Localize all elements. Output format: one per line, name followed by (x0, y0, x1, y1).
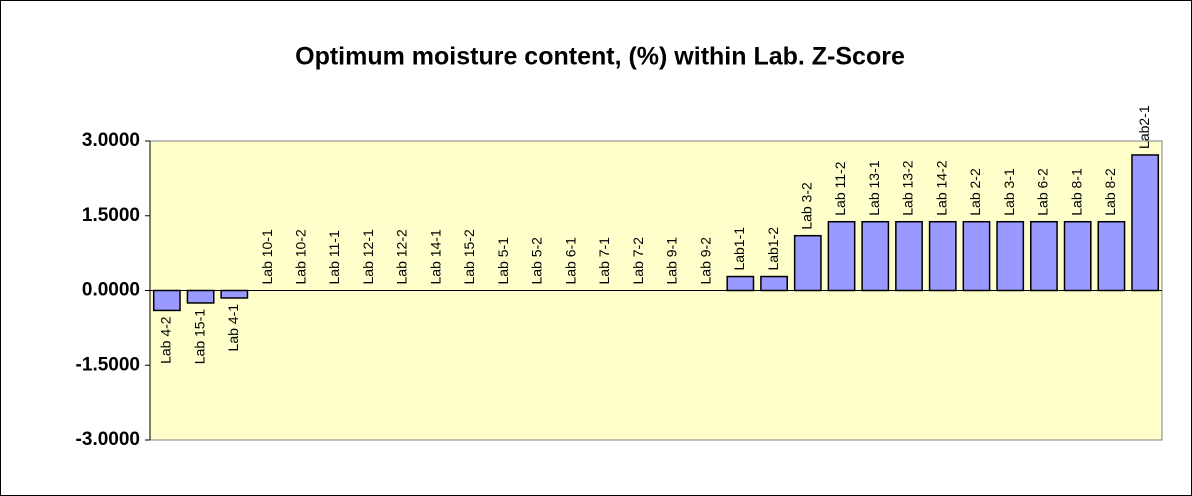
y-tick-label: 3.0000 (82, 130, 140, 151)
bar (962, 220, 991, 292)
chart-title: Optimum moisture content, (%) within Lab… (295, 43, 905, 71)
bar (1131, 154, 1160, 292)
category-label: Lab 4-1 (225, 304, 241, 352)
category-label: Lab 10-2 (293, 229, 309, 284)
bar (861, 220, 890, 292)
category-label: Lab 3-2 (799, 182, 815, 230)
category-label: Lab 14-1 (427, 229, 443, 284)
category-label: Lab2-1 (1136, 105, 1152, 149)
category-label: Lab 10-1 (259, 229, 275, 284)
category-label: Lab 6-2 (1035, 168, 1051, 216)
category-label: Lab 15-1 (191, 309, 207, 364)
category-label: Lab 9-2 (697, 237, 713, 285)
category-label: Lab 8-1 (1068, 168, 1084, 216)
bar (1097, 220, 1126, 292)
category-label: Lab 7-1 (596, 237, 612, 285)
bar (1063, 220, 1092, 292)
bar (152, 289, 181, 312)
category-label: Lab1-2 (765, 227, 781, 271)
bar (186, 289, 215, 304)
category-label: Lab 11-2 (832, 161, 848, 215)
category-label: Lab 7-2 (630, 237, 646, 285)
bar (220, 289, 249, 299)
category-label: Lab 11-1 (326, 230, 342, 284)
category-label: Lab1-1 (731, 227, 747, 271)
category-label: Lab 12-2 (394, 229, 410, 284)
bar (760, 275, 788, 292)
bar (726, 275, 755, 292)
category-label: Lab 12-1 (360, 229, 376, 284)
category-label: Lab 3-1 (1001, 168, 1017, 216)
bar (1030, 220, 1058, 292)
bar (996, 220, 1025, 292)
category-label: Lab 13-2 (900, 160, 916, 215)
category-label: Lab 13-1 (866, 160, 882, 215)
y-tick-label: 0.0000 (82, 280, 140, 301)
y-tick-label: -3.0000 (76, 429, 140, 450)
category-label: Lab 9-1 (664, 237, 680, 285)
category-label: Lab 5-2 (529, 237, 545, 285)
category-label: Lab 5-1 (495, 237, 511, 285)
bar (793, 234, 822, 292)
category-label: Lab 15-2 (461, 229, 477, 284)
category-label: Lab 4-2 (158, 316, 174, 364)
bar (895, 220, 923, 292)
bar (827, 220, 856, 292)
category-label: Lab 6-1 (562, 237, 578, 285)
category-label: Lab 2-2 (967, 168, 983, 216)
bar (928, 220, 957, 292)
category-label: Lab 14-2 (933, 160, 949, 215)
y-tick-label: -1.5000 (76, 354, 140, 375)
category-label: Lab 8-2 (1102, 168, 1118, 216)
y-tick-label: 1.5000 (82, 205, 140, 226)
